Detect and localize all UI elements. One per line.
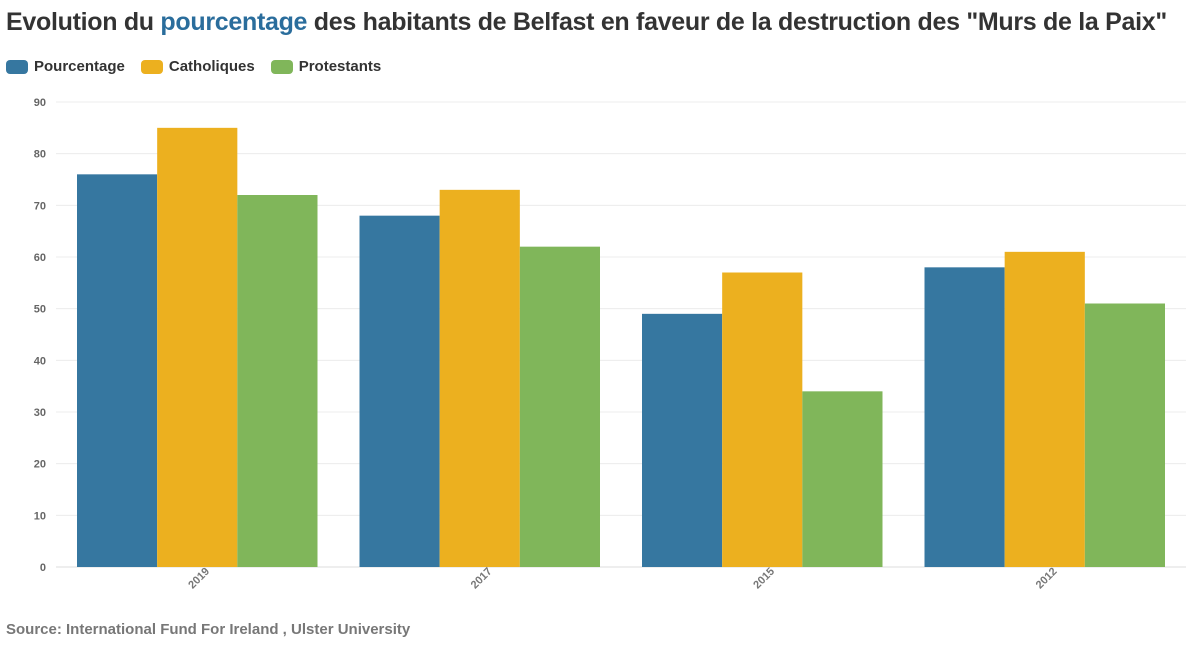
bar-protestants-2015 [802,391,883,567]
bar-catholiques-2015 [722,272,803,567]
source-note: Source: International Fund For Ireland ,… [6,621,411,638]
bar-pourcentage-2017 [359,215,440,567]
bar-catholiques-2012 [1004,251,1085,568]
legend-swatch-protestants [270,59,293,74]
y-tick-label-30: 30 [34,407,46,419]
y-tick-label-50: 50 [34,304,46,316]
bar-protestants-2012 [1084,303,1165,567]
bar-pourcentage-2015 [642,313,723,567]
title-part2: des habitants de Belfast en faveur de la… [307,8,1167,36]
legend-label-protestants: Protestants [298,58,382,75]
bar-pourcentage-2019 [77,174,158,568]
x-tick-label-2012: 2012 [1034,566,1060,592]
bar-protestants-2017 [519,246,600,567]
bar-catholiques-2019 [157,127,238,567]
y-tick-label-70: 70 [34,200,46,212]
legend-swatch-catholiques [140,59,163,74]
y-tick-label-10: 10 [34,510,46,522]
legend-swatch-pourcentage [6,59,28,74]
legend-item-catholiques[interactable]: Catholiques [140,58,255,75]
legend: Pourcentage Catholiques Protestants [6,58,397,75]
x-tick-label-2015: 2015 [751,566,777,592]
legend-label-pourcentage: Pourcentage [34,58,125,75]
bar-catholiques-2017 [439,189,520,568]
title-highlight: pourcentage [160,8,308,36]
y-tick-label-60: 60 [34,252,46,264]
bar-protestants-2019 [237,195,318,567]
x-tick-label-2017: 2017 [469,566,495,592]
y-tick-label-0: 0 [40,562,46,574]
bar-pourcentage-2012 [924,267,1005,567]
y-tick-label-80: 80 [34,149,46,161]
legend-item-pourcentage[interactable]: Pourcentage [6,58,125,75]
y-tick-label-40: 40 [34,355,46,367]
legend-item-protestants[interactable]: Protestants [270,58,382,75]
chart-title: Evolution du pourcentage des habitants d… [6,8,1167,37]
y-tick-label-20: 20 [34,459,46,471]
y-tick-label-90: 90 [34,97,46,109]
title-part1: Evolution du [6,8,161,36]
legend-label-catholiques: Catholiques [168,58,255,75]
x-tick-label-2019: 2019 [186,566,212,592]
